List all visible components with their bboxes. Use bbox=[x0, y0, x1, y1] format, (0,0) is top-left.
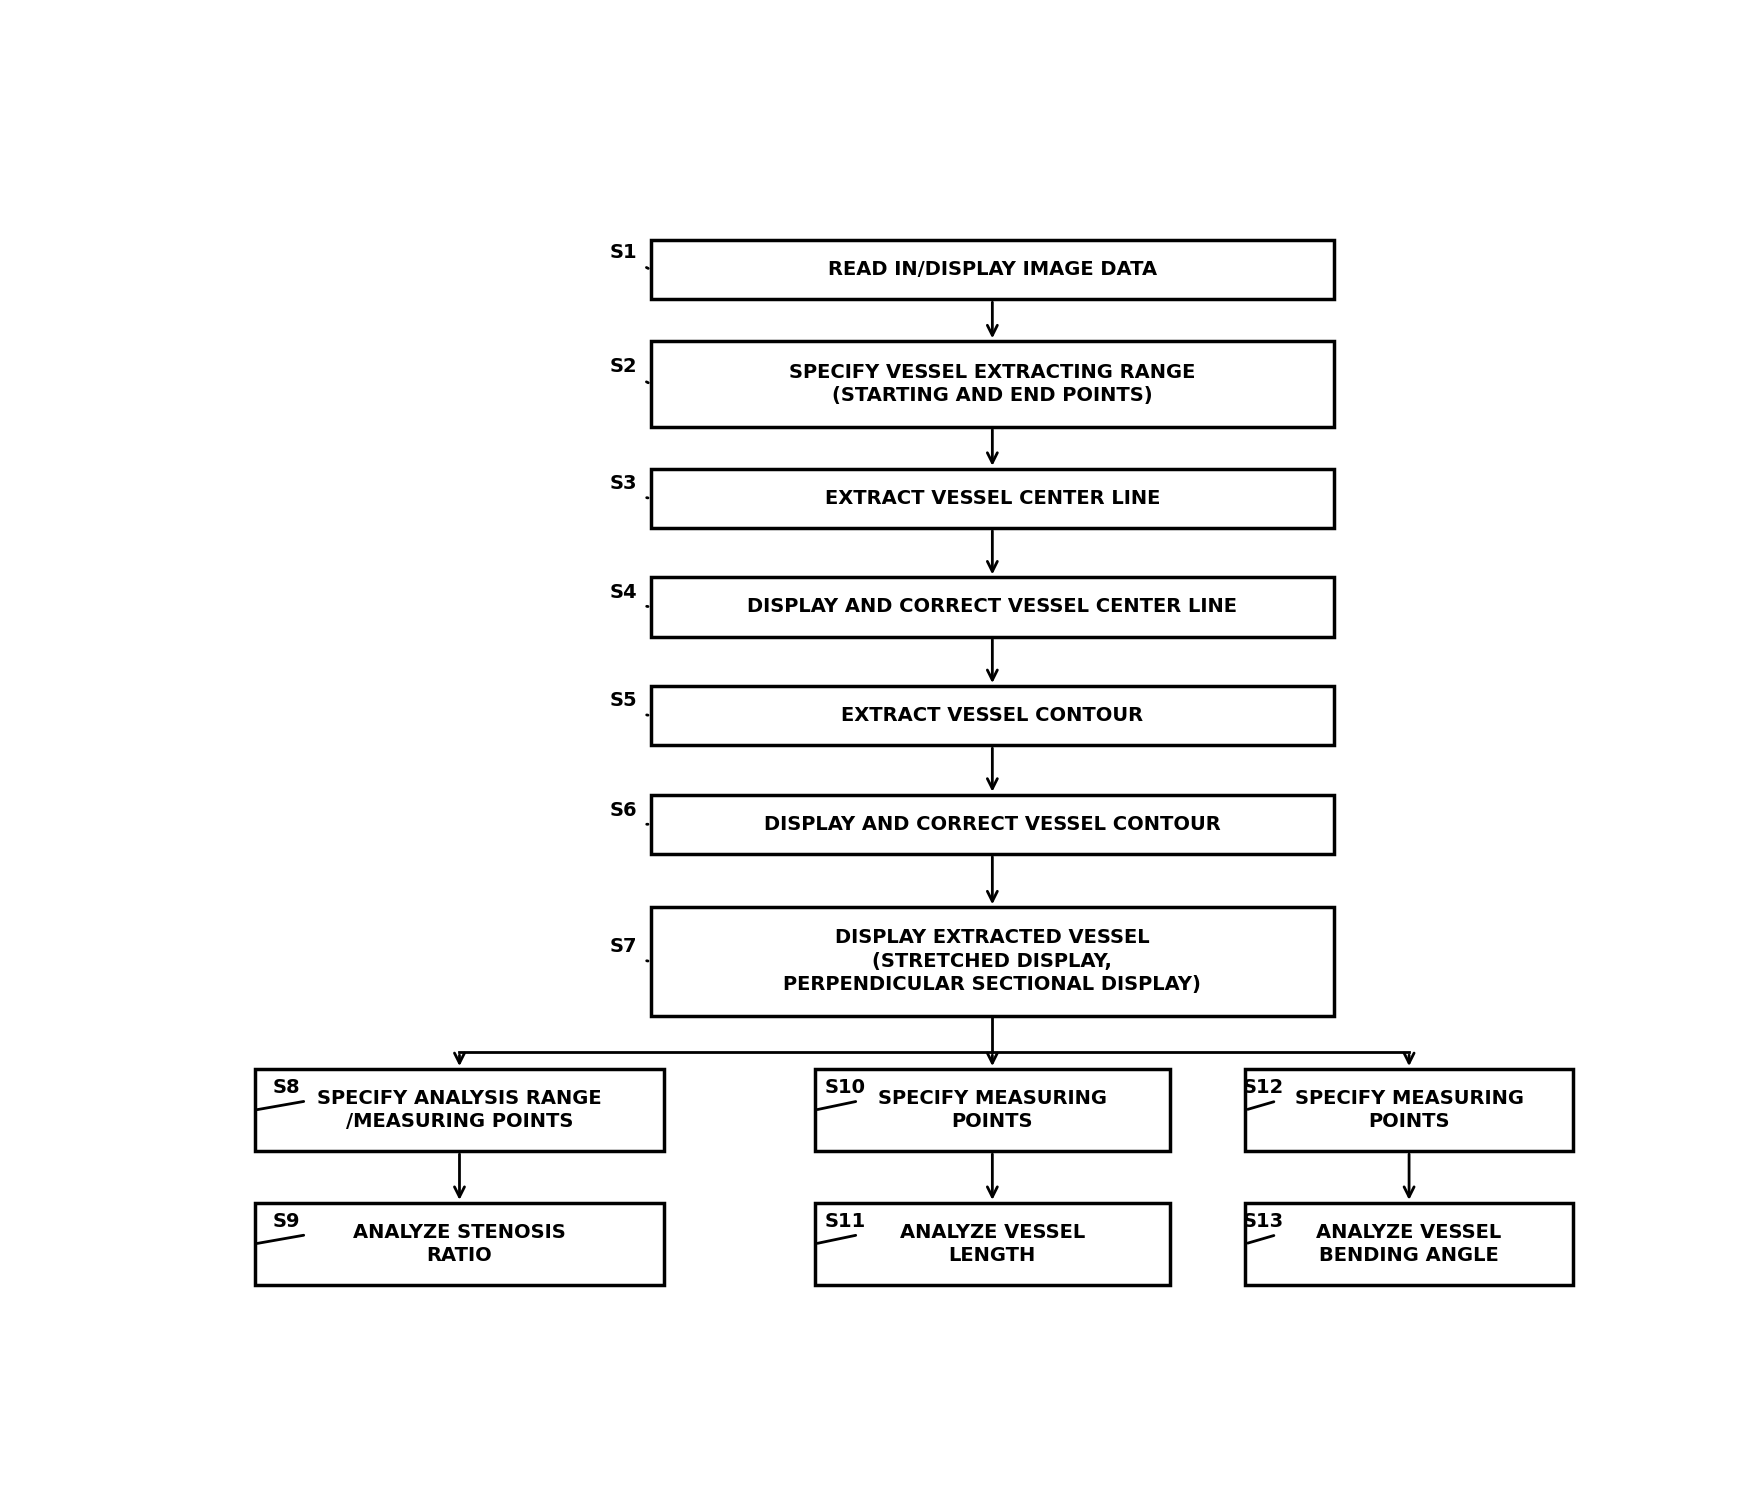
Bar bbox=[651, 241, 1335, 300]
Text: SPECIFY VESSEL EXTRACTING RANGE
(STARTING AND END POINTS): SPECIFY VESSEL EXTRACTING RANGE (STARTIN… bbox=[790, 362, 1195, 405]
Text: DISPLAY AND CORRECT VESSEL CONTOUR: DISPLAY AND CORRECT VESSEL CONTOUR bbox=[763, 815, 1220, 833]
Text: EXTRACT VESSEL CONTOUR: EXTRACT VESSEL CONTOUR bbox=[841, 707, 1144, 725]
Text: ANALYZE VESSEL
LENGTH: ANALYZE VESSEL LENGTH bbox=[899, 1222, 1084, 1265]
Text: SPECIFY ANALYSIS RANGE
/MEASURING POINTS: SPECIFY ANALYSIS RANGE /MEASURING POINTS bbox=[317, 1089, 601, 1132]
Bar bbox=[815, 1069, 1171, 1151]
Text: S1: S1 bbox=[610, 244, 638, 261]
Text: ANALYZE VESSEL
BENDING ANGLE: ANALYZE VESSEL BENDING ANGLE bbox=[1317, 1222, 1502, 1265]
Bar bbox=[1245, 1203, 1573, 1285]
Text: S12: S12 bbox=[1243, 1078, 1283, 1097]
Text: S8: S8 bbox=[272, 1078, 300, 1097]
Bar bbox=[651, 686, 1335, 745]
Text: EXTRACT VESSEL CENTER LINE: EXTRACT VESSEL CENTER LINE bbox=[825, 489, 1160, 508]
Text: S5: S5 bbox=[610, 691, 638, 710]
Bar bbox=[651, 342, 1335, 426]
Text: DISPLAY EXTRACTED VESSEL
(STRETCHED DISPLAY,
PERPENDICULAR SECTIONAL DISPLAY): DISPLAY EXTRACTED VESSEL (STRETCHED DISP… bbox=[783, 928, 1201, 995]
Text: S4: S4 bbox=[610, 582, 638, 601]
Bar bbox=[651, 578, 1335, 637]
Text: READ IN/DISPLAY IMAGE DATA: READ IN/DISPLAY IMAGE DATA bbox=[829, 260, 1157, 279]
Bar bbox=[651, 469, 1335, 529]
Bar bbox=[651, 794, 1335, 854]
Text: ANALYZE STENOSIS
RATIO: ANALYZE STENOSIS RATIO bbox=[353, 1222, 566, 1265]
Text: S13: S13 bbox=[1243, 1212, 1283, 1231]
Bar bbox=[815, 1203, 1171, 1285]
Bar bbox=[254, 1069, 665, 1151]
Text: S6: S6 bbox=[610, 800, 638, 820]
Text: S9: S9 bbox=[272, 1212, 300, 1231]
Text: DISPLAY AND CORRECT VESSEL CENTER LINE: DISPLAY AND CORRECT VESSEL CENTER LINE bbox=[748, 597, 1238, 616]
Text: SPECIFY MEASURING
POINTS: SPECIFY MEASURING POINTS bbox=[878, 1089, 1107, 1132]
Text: SPECIFY MEASURING
POINTS: SPECIFY MEASURING POINTS bbox=[1294, 1089, 1523, 1132]
Text: S11: S11 bbox=[825, 1212, 866, 1231]
Bar bbox=[1245, 1069, 1573, 1151]
Text: S10: S10 bbox=[825, 1078, 866, 1097]
Bar bbox=[651, 907, 1335, 1016]
Text: S3: S3 bbox=[610, 474, 636, 493]
Text: S2: S2 bbox=[610, 358, 638, 376]
Text: S7: S7 bbox=[610, 937, 636, 956]
Bar bbox=[254, 1203, 665, 1285]
